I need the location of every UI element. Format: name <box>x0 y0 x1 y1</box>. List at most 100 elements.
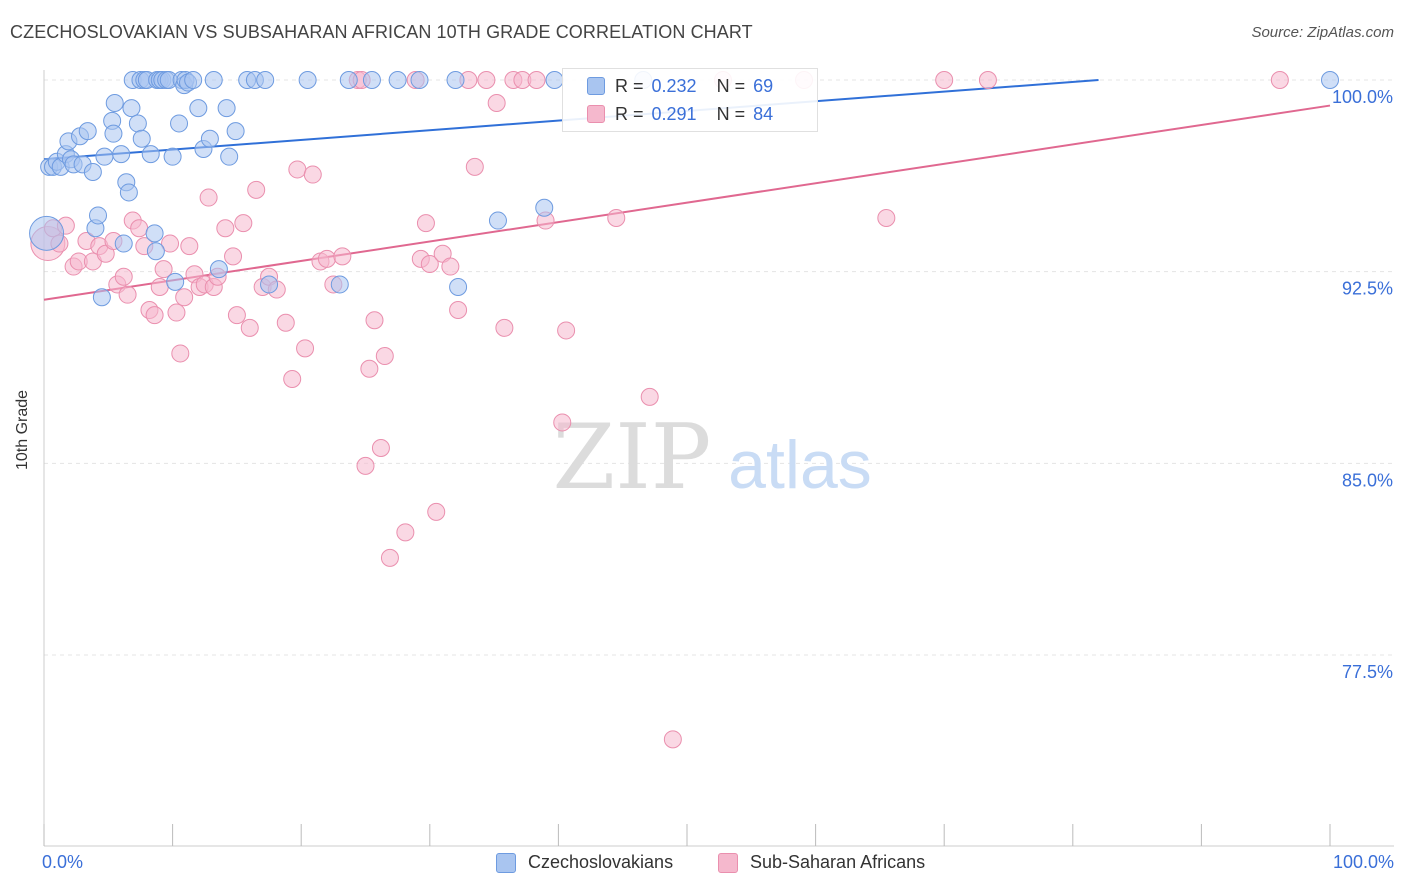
data-point-czech <box>89 206 108 225</box>
legend-swatch-czech <box>587 77 605 95</box>
data-point-subsaharan <box>288 160 307 179</box>
series-czech-points <box>29 71 1339 307</box>
data-point-czech <box>122 99 141 118</box>
data-point-subsaharan <box>449 301 468 319</box>
x-tick-label-max: 100.0% <box>1332 852 1394 872</box>
legend-r-value-czech: 0.232 <box>651 75 697 96</box>
data-point-czech <box>189 99 208 118</box>
data-point-subsaharan <box>978 71 997 89</box>
data-point-czech <box>132 129 151 148</box>
data-point-czech <box>128 114 147 133</box>
watermark-atlas: atlas <box>728 427 872 503</box>
data-point-subsaharan <box>216 219 235 238</box>
data-point-czech <box>260 275 279 294</box>
data-point-czech <box>362 71 381 89</box>
data-point-subsaharan <box>145 306 164 325</box>
data-point-subsaharan <box>1270 71 1289 89</box>
data-point-subsaharan <box>553 413 572 432</box>
legend-item-czech: Czechoslovakians <box>496 852 673 873</box>
data-point-czech <box>170 114 189 133</box>
data-point-subsaharan <box>420 255 439 273</box>
data-point-subsaharan <box>114 267 133 286</box>
y-tick-label: 77.5% <box>1342 662 1393 682</box>
legend-n-value-subsaharan: 84 <box>753 103 774 124</box>
y-axis-label: 10th Grade <box>14 389 31 470</box>
data-point-czech <box>388 71 407 89</box>
data-point-czech <box>256 71 275 89</box>
data-point-subsaharan <box>333 247 352 266</box>
data-point-subsaharan <box>356 456 375 475</box>
data-point-czech <box>209 260 228 279</box>
data-point-subsaharan <box>607 209 626 227</box>
data-point-subsaharan <box>118 285 137 304</box>
legend-r-label: R = <box>615 103 644 124</box>
data-point-subsaharan <box>877 209 896 227</box>
data-point-subsaharan <box>527 71 546 89</box>
legend-row-subsaharan: R = 0.291 N = 84 <box>587 102 773 126</box>
data-point-czech <box>200 129 219 148</box>
data-point-czech <box>446 71 465 89</box>
data-point-czech <box>78 122 97 141</box>
legend-swatch-subsaharan <box>718 852 738 873</box>
data-point-czech <box>104 124 123 143</box>
data-point-subsaharan <box>296 339 315 358</box>
data-point-czech <box>163 147 182 166</box>
legend-label-czech: Czechoslovakians <box>528 852 674 872</box>
data-point-subsaharan <box>180 237 199 256</box>
y-tick-label: 92.5% <box>1342 279 1393 299</box>
data-point-czech <box>83 163 102 181</box>
data-point-czech <box>141 145 160 164</box>
data-point-subsaharan <box>441 257 460 276</box>
data-point-subsaharan <box>154 260 173 279</box>
data-point-czech <box>449 278 468 296</box>
data-point-czech <box>217 99 236 118</box>
axes <box>43 70 1394 847</box>
data-point-czech <box>184 71 203 89</box>
data-point-subsaharan <box>360 359 379 378</box>
data-point-czech <box>29 215 65 251</box>
legend-n-label: N = <box>716 103 746 124</box>
data-point-subsaharan <box>150 278 169 296</box>
data-point-czech <box>220 147 239 166</box>
data-point-subsaharan <box>167 303 186 322</box>
data-point-subsaharan <box>247 180 266 199</box>
data-point-subsaharan <box>396 523 415 542</box>
data-point-czech <box>488 211 507 230</box>
data-point-subsaharan <box>465 157 484 176</box>
data-point-czech <box>535 198 554 217</box>
data-point-subsaharan <box>283 370 302 388</box>
data-point-subsaharan <box>227 306 246 325</box>
data-point-czech <box>145 224 164 243</box>
series-legend: Czechoslovakians Sub-Saharan Africans <box>0 852 1406 876</box>
data-point-czech <box>166 272 185 291</box>
data-point-subsaharan <box>224 247 243 266</box>
data-point-czech <box>146 242 165 261</box>
legend-r-value-subsaharan: 0.291 <box>651 103 697 124</box>
source-label: Source: ZipAtlas.com <box>1251 24 1394 41</box>
legend-row-czech: R = 0.232 N = 69 <box>587 74 773 98</box>
data-point-subsaharan <box>240 318 259 337</box>
legend-n-value-czech: 69 <box>753 75 774 96</box>
legend-swatch-czech <box>496 852 516 873</box>
data-point-subsaharan <box>303 165 322 184</box>
data-point-subsaharan <box>371 439 390 457</box>
data-point-subsaharan <box>365 311 384 330</box>
legend-r-label: R = <box>615 75 644 96</box>
legend-label-subsaharan: Sub-Saharan Africans <box>750 852 926 872</box>
data-point-subsaharan <box>640 387 659 406</box>
data-point-subsaharan <box>427 502 446 521</box>
data-point-subsaharan <box>199 188 218 207</box>
data-point-czech <box>119 183 138 202</box>
data-point-subsaharan <box>663 730 682 749</box>
data-point-subsaharan <box>375 347 394 365</box>
data-point-czech <box>114 234 133 253</box>
data-point-subsaharan <box>234 214 253 233</box>
data-point-subsaharan <box>317 249 336 268</box>
data-point-subsaharan <box>380 548 399 567</box>
data-point-subsaharan <box>477 71 496 89</box>
data-point-czech <box>1321 71 1339 89</box>
chart-title: CZECHOSLOVAKIAN VS SUBSAHARAN AFRICAN 10… <box>10 22 753 42</box>
data-point-czech <box>410 71 429 89</box>
data-point-subsaharan <box>276 313 295 332</box>
